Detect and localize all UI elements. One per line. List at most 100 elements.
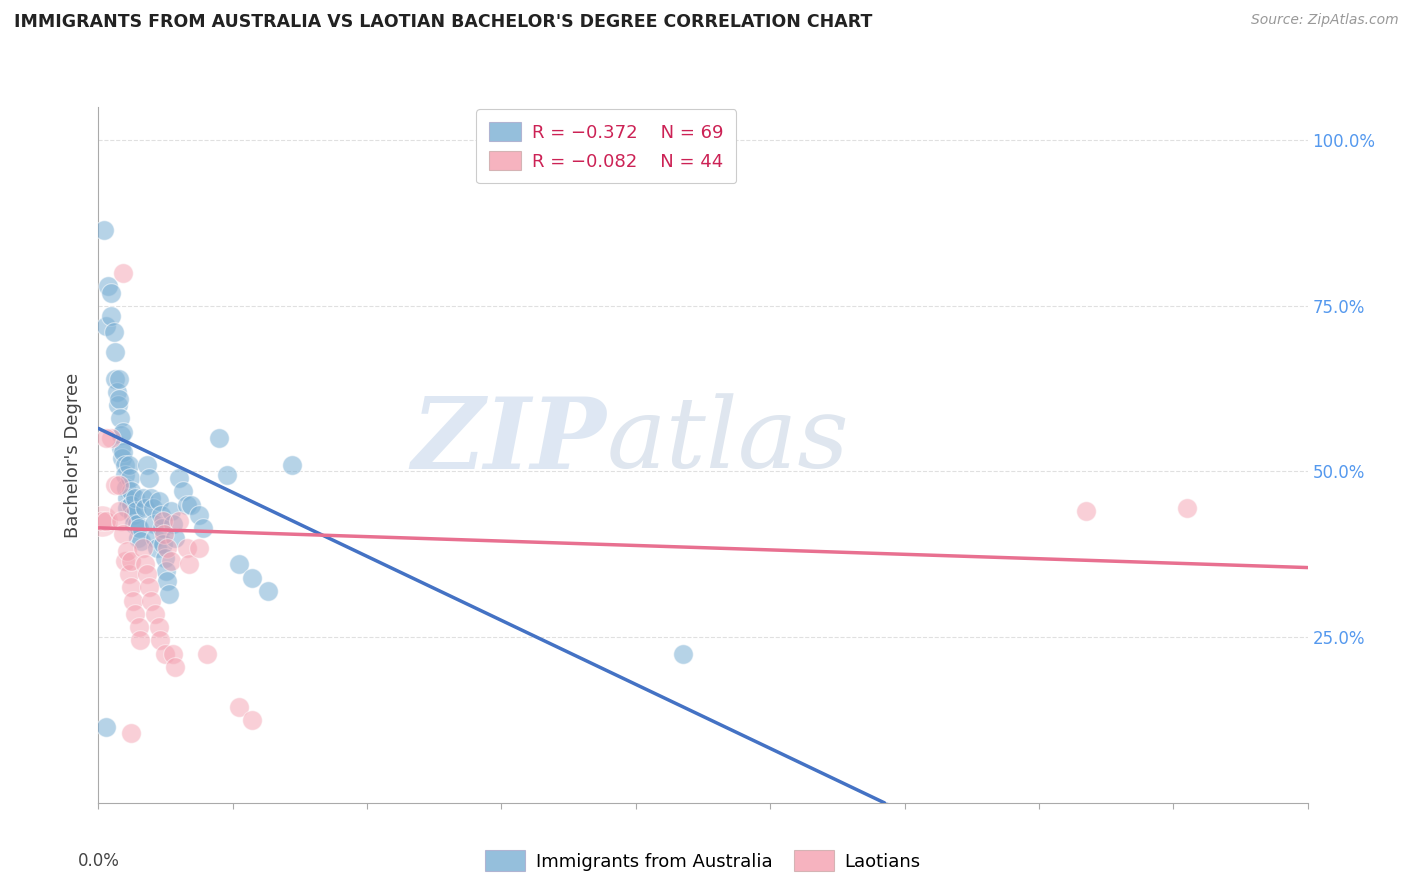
Point bbox=[112, 444, 135, 458]
Point bbox=[143, 607, 166, 621]
Point bbox=[120, 484, 142, 499]
Point bbox=[152, 537, 174, 551]
Point bbox=[153, 647, 176, 661]
Point bbox=[139, 593, 162, 607]
Point bbox=[1074, 504, 1097, 518]
Point bbox=[97, 279, 120, 293]
Point bbox=[111, 266, 134, 280]
Point bbox=[143, 517, 166, 532]
Point bbox=[112, 527, 135, 541]
Point bbox=[228, 699, 250, 714]
Text: 0.0%: 0.0% bbox=[77, 852, 120, 870]
Point bbox=[96, 720, 118, 734]
Point bbox=[240, 713, 263, 727]
Point bbox=[124, 504, 146, 518]
Point bbox=[91, 514, 114, 528]
Point bbox=[117, 500, 139, 515]
Point bbox=[91, 514, 114, 528]
Text: Source: ZipAtlas.com: Source: ZipAtlas.com bbox=[1251, 13, 1399, 28]
Point bbox=[167, 514, 190, 528]
Legend: R = −0.372    N = 69, R = −0.082    N = 44: R = −0.372 N = 69, R = −0.082 N = 44 bbox=[477, 109, 737, 183]
Point bbox=[107, 477, 129, 491]
Point bbox=[162, 647, 184, 661]
Point bbox=[107, 372, 129, 386]
Point bbox=[103, 326, 125, 340]
Point bbox=[107, 398, 129, 412]
Point bbox=[114, 554, 136, 568]
Point bbox=[122, 517, 145, 532]
Point bbox=[160, 554, 183, 568]
Point bbox=[125, 517, 148, 532]
Point bbox=[180, 498, 202, 512]
Point bbox=[100, 309, 122, 323]
Point bbox=[256, 583, 278, 598]
Point bbox=[152, 527, 174, 541]
Point bbox=[121, 581, 143, 595]
Point bbox=[108, 411, 131, 425]
Point bbox=[672, 647, 695, 661]
Point bbox=[118, 471, 141, 485]
Point bbox=[167, 471, 190, 485]
Point bbox=[153, 550, 176, 565]
Point bbox=[96, 514, 118, 528]
Point bbox=[128, 633, 150, 648]
Point bbox=[132, 491, 155, 505]
Point bbox=[188, 541, 211, 555]
Point bbox=[193, 521, 215, 535]
Point bbox=[121, 508, 143, 522]
Point bbox=[143, 531, 166, 545]
Point bbox=[135, 567, 157, 582]
Point bbox=[114, 481, 136, 495]
Point bbox=[179, 558, 201, 572]
Point bbox=[142, 500, 165, 515]
Point bbox=[149, 633, 172, 648]
Point bbox=[163, 531, 186, 545]
Point bbox=[134, 500, 156, 515]
Point bbox=[195, 647, 218, 661]
Point bbox=[160, 504, 183, 518]
Point bbox=[132, 541, 155, 555]
Point bbox=[156, 541, 179, 555]
Point bbox=[124, 491, 146, 505]
Point bbox=[176, 498, 198, 512]
Point bbox=[94, 318, 117, 333]
Point bbox=[120, 726, 142, 740]
Y-axis label: Bachelor's Degree: Bachelor's Degree bbox=[65, 372, 83, 538]
Point bbox=[103, 345, 125, 359]
Point bbox=[152, 514, 174, 528]
Point bbox=[110, 514, 132, 528]
Point bbox=[114, 458, 136, 472]
Point bbox=[111, 425, 134, 439]
Point bbox=[162, 517, 184, 532]
Point bbox=[138, 471, 160, 485]
Point bbox=[240, 570, 263, 584]
Point bbox=[217, 467, 239, 482]
Point bbox=[134, 558, 156, 572]
Point bbox=[155, 564, 177, 578]
Point bbox=[146, 541, 169, 555]
Point bbox=[163, 660, 186, 674]
Point bbox=[100, 285, 122, 300]
Point bbox=[108, 504, 131, 518]
Point bbox=[105, 384, 128, 399]
Point bbox=[228, 558, 250, 572]
Point bbox=[124, 607, 146, 621]
Point bbox=[148, 494, 170, 508]
Point bbox=[118, 458, 141, 472]
Point bbox=[103, 477, 125, 491]
Point bbox=[208, 431, 231, 445]
Point bbox=[172, 484, 194, 499]
Point bbox=[115, 491, 138, 505]
Text: atlas: atlas bbox=[606, 393, 849, 489]
Point bbox=[96, 431, 118, 445]
Point bbox=[111, 451, 134, 466]
Point bbox=[93, 222, 115, 236]
Point bbox=[128, 521, 150, 535]
Legend: Immigrants from Australia, Laotians: Immigrants from Australia, Laotians bbox=[478, 843, 928, 879]
Point bbox=[114, 467, 136, 482]
Text: ZIP: ZIP bbox=[412, 392, 606, 489]
Point bbox=[120, 554, 142, 568]
Point bbox=[129, 534, 152, 549]
Point bbox=[176, 541, 198, 555]
Point bbox=[118, 567, 141, 582]
